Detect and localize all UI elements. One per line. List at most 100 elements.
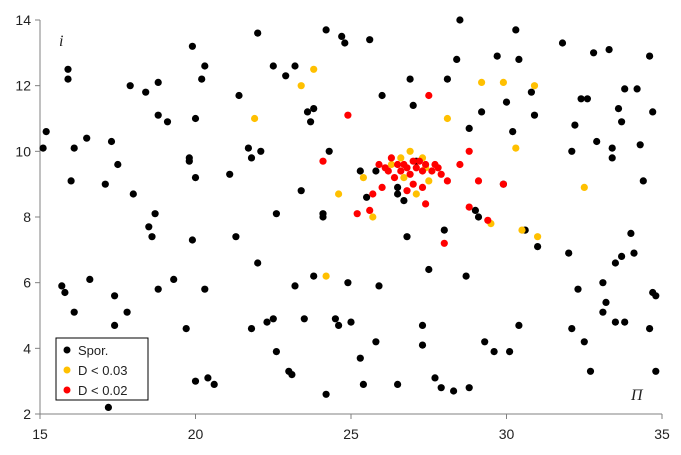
d003-point — [534, 233, 542, 241]
d002-point — [409, 180, 417, 188]
d003-point — [530, 82, 539, 90]
spor-point — [509, 128, 517, 136]
d002-point — [465, 147, 473, 155]
d002-point — [353, 210, 361, 218]
spor-point — [611, 259, 620, 267]
spor-point — [568, 147, 576, 155]
spor-point — [418, 321, 427, 329]
spor-point — [453, 55, 461, 64]
d002-point — [456, 160, 464, 169]
d002-point — [375, 160, 383, 169]
spor-point — [621, 318, 629, 326]
spor-point — [126, 82, 134, 90]
spor-point — [61, 288, 69, 297]
spor-point — [254, 29, 262, 37]
d002-point — [484, 216, 492, 224]
spor-point — [310, 105, 318, 113]
spor-point — [297, 187, 305, 195]
spor-point — [431, 374, 439, 382]
x-tick-label: 25 — [343, 426, 359, 442]
spor-point — [565, 249, 573, 257]
d003-point — [580, 183, 588, 191]
d002-point — [397, 167, 405, 175]
spor-point — [86, 275, 94, 283]
spor-point — [443, 75, 451, 83]
spor-point — [639, 177, 647, 185]
spor-point — [303, 108, 312, 116]
legend-label-spor: Spor. — [78, 343, 108, 358]
d002-point — [425, 91, 433, 100]
d003-point — [425, 177, 433, 185]
spor-point — [151, 210, 159, 218]
spor-point — [163, 118, 172, 126]
spor-point — [325, 147, 333, 155]
spor-point — [288, 371, 296, 379]
spor-point — [291, 62, 299, 70]
spor-point — [363, 193, 371, 201]
spor-point — [558, 39, 567, 47]
d002-point — [437, 170, 445, 178]
spor-point — [465, 384, 473, 392]
spor-point — [269, 62, 277, 70]
spor-point — [244, 144, 252, 152]
d003-point — [387, 160, 395, 169]
spor-point — [366, 36, 374, 44]
spor-point — [602, 298, 610, 306]
spor-point — [344, 279, 352, 287]
spor-point — [107, 137, 116, 146]
spor-point — [481, 338, 489, 346]
legend: Spor. D < 0.03 D < 0.02 — [55, 337, 149, 401]
spor-point — [272, 210, 280, 218]
spor-point — [378, 91, 386, 100]
spor-point — [440, 226, 448, 234]
spor-point — [649, 108, 657, 116]
d002-point — [412, 164, 420, 172]
d003-point — [412, 190, 420, 198]
spor-point — [599, 279, 607, 287]
spor-point — [191, 114, 200, 123]
spor-point — [614, 105, 623, 113]
d003-point — [310, 65, 318, 73]
d003-point — [397, 154, 405, 162]
y-tick-label: 6 — [23, 275, 31, 291]
spor-point — [123, 308, 131, 316]
spor-point — [627, 229, 635, 237]
spor-point — [437, 384, 445, 392]
spor-point — [104, 403, 112, 411]
spor-point — [185, 157, 193, 165]
data-points — [39, 16, 660, 411]
d002-point — [418, 183, 427, 191]
spor-point — [571, 121, 579, 129]
spor-point — [462, 272, 470, 280]
spor-point — [322, 390, 330, 398]
y-tick-label: 10 — [15, 143, 31, 159]
d002-point — [403, 164, 411, 172]
d002-point — [394, 160, 402, 169]
spor-point — [145, 223, 153, 231]
y-tick-label: 2 — [23, 406, 31, 422]
spor-point — [188, 236, 196, 244]
legend-marker-d003 — [63, 366, 71, 374]
d002-point — [319, 157, 327, 165]
y-tick-label: 4 — [23, 340, 31, 356]
spor-point — [599, 308, 607, 316]
spor-point — [232, 233, 240, 241]
d002-point — [474, 177, 483, 185]
d002-point — [384, 167, 392, 175]
spor-point — [394, 380, 402, 388]
legend-marker-spor — [63, 346, 71, 354]
spor-point — [307, 118, 315, 126]
spor-point — [269, 315, 277, 323]
spor-point — [247, 325, 256, 333]
spor-point — [272, 348, 280, 356]
spor-point — [608, 154, 616, 162]
spor-point — [226, 170, 234, 178]
y-tick-label: 12 — [15, 78, 31, 94]
d002-point — [440, 239, 448, 247]
spor-point — [506, 348, 514, 356]
d003-point — [478, 78, 486, 86]
x-tick-label: 15 — [32, 426, 48, 442]
spor-point — [652, 367, 660, 375]
spor-point — [403, 233, 411, 241]
spor-point — [191, 174, 200, 182]
